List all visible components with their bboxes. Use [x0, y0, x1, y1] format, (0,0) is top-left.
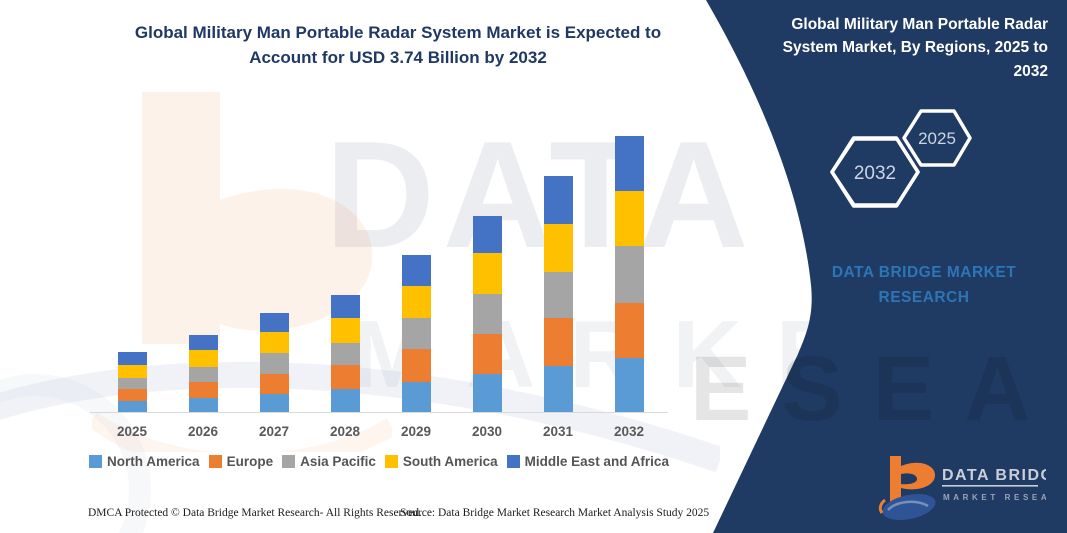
logo-subtitle-text: MARKET RESEARCH [943, 493, 1046, 502]
legend-item-middle-east-and-africa: Middle East and Africa [506, 454, 669, 469]
x-axis-label-2028: 2028 [329, 424, 361, 439]
bar-segment-south-america [188, 349, 218, 367]
legend-item-europe: Europe [208, 454, 274, 469]
bar-segment-south-america [117, 365, 147, 378]
legend-swatch-icon [89, 455, 103, 468]
bar-segment-middle-east-and-africa [259, 313, 289, 333]
x-axis-label-2025: 2025 [116, 424, 148, 439]
bar-segment-asia-pacific [117, 377, 147, 390]
bar-segment-middle-east-and-africa [330, 295, 360, 319]
legend-label: South America [402, 454, 498, 469]
logo-wordmark: DATA BRIDGE MARKET RESEARCH [942, 467, 1046, 502]
bar-segment-europe [472, 333, 502, 374]
right-panel-title: Global Military Man Portable Radar Syste… [782, 16, 1048, 80]
bar-segment-asia-pacific [259, 353, 289, 374]
bar-segment-europe [188, 382, 218, 398]
bar-segment-asia-pacific [330, 343, 360, 365]
bar-segment-europe [330, 364, 360, 390]
logo-mark [878, 456, 936, 521]
bar-segment-asia-pacific [614, 245, 644, 303]
legend-swatch-icon [282, 455, 296, 468]
bar-segment-asia-pacific [543, 271, 573, 319]
legend-item-north-america: North America [89, 454, 200, 469]
hexagon-2032-label: 2032 [854, 163, 896, 184]
bar-segment-europe [614, 302, 644, 359]
bar-2029 [401, 254, 431, 413]
bar-segment-south-america [543, 224, 573, 272]
bar-segment-europe [401, 348, 431, 382]
brand-text-line2: RESEARCH [878, 288, 970, 306]
bar-segment-south-america [259, 332, 289, 354]
bar-2031 [543, 175, 573, 413]
year-hexagons: 2032 2025 [830, 109, 972, 208]
hexagon-2025-label: 2025 [918, 129, 956, 148]
legend-label: Middle East and Africa [524, 454, 669, 469]
bar-segment-europe [117, 389, 147, 402]
bar-segment-middle-east-and-africa [188, 334, 218, 350]
legend-swatch-icon [384, 455, 398, 468]
x-axis-label-2029: 2029 [400, 424, 432, 439]
brand-text: DATA BRIDGE MARKET RESEARCH [788, 261, 1060, 311]
bar-2026 [188, 334, 218, 413]
bar-segment-north-america [543, 366, 573, 413]
legend-label: Asia Pacific [300, 454, 376, 469]
x-axis-label-2032: 2032 [613, 424, 645, 439]
data-bridge-logo: DATA BRIDGE MARKET RESEARCH [878, 456, 1046, 521]
legend-swatch-icon [506, 455, 520, 468]
bar-segment-north-america [472, 373, 502, 413]
bar-2032 [614, 136, 644, 413]
bar-segment-europe [543, 318, 573, 367]
x-axis-line [90, 412, 668, 413]
bar-segment-europe [259, 373, 289, 394]
hexagon-2032: 2032 [830, 136, 920, 208]
x-axis-label-2027: 2027 [258, 424, 290, 439]
bar-segment-middle-east-and-africa [614, 136, 644, 191]
bar-segment-middle-east-and-africa [543, 175, 573, 225]
bar-segment-middle-east-and-africa [117, 352, 147, 366]
bar-segment-south-america [330, 318, 360, 344]
bar-segment-north-america [188, 397, 218, 413]
legend-swatch-icon [208, 455, 222, 468]
bar-segment-south-america [472, 253, 502, 294]
legend-item-asia-pacific: Asia Pacific [282, 454, 376, 469]
bar-segment-north-america [401, 381, 431, 413]
bar-segment-middle-east-and-africa [401, 254, 431, 287]
bar-segment-north-america [614, 358, 644, 413]
hexagon-2025: 2025 [902, 109, 972, 167]
legend-item-south-america: South America [384, 454, 498, 469]
legend: North America Europe Asia Pacific South Ame… [88, 454, 670, 469]
logo-name-text: DATA BRIDGE [942, 467, 1046, 484]
bar-2030 [472, 216, 502, 413]
bar-2028 [330, 295, 360, 413]
bar-segment-asia-pacific [188, 366, 218, 382]
x-axis-label-2030: 2030 [471, 424, 503, 439]
chart-title: Global Military Man Portable Radar Syste… [134, 23, 662, 67]
bar-2025 [117, 352, 147, 413]
bar-segment-asia-pacific [401, 317, 431, 349]
bar-segment-north-america [259, 393, 289, 413]
footer-source: Source: Data Bridge Market Research Mark… [400, 507, 710, 519]
bar-segment-north-america [330, 389, 360, 413]
footer-dmca: DMCA Protected © Data Bridge Market Rese… [88, 507, 422, 519]
x-axis-label-2026: 2026 [187, 424, 219, 439]
bar-segment-asia-pacific [472, 293, 502, 334]
bar-segment-north-america [117, 401, 147, 413]
bar-2027 [259, 313, 289, 413]
brand-text-line1: DATA BRIDGE MARKET [831, 264, 1017, 281]
x-axis-label-2031: 2031 [542, 424, 574, 439]
legend-label: North America [107, 454, 200, 469]
bar-segment-south-america [401, 286, 431, 318]
bar-segment-middle-east-and-africa [472, 216, 502, 254]
bar-segment-south-america [614, 190, 644, 246]
legend-label: Europe [226, 454, 274, 469]
